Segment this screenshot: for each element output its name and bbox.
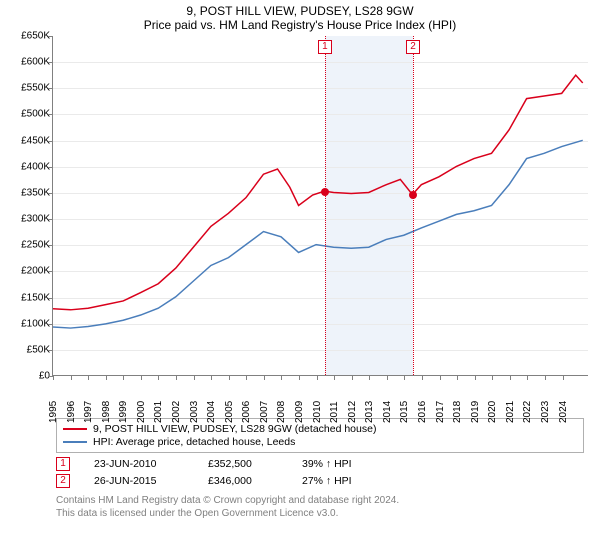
transaction-row-2: 2 26-JUN-2015 £346,000 27% ↑ HPI bbox=[56, 474, 584, 488]
x-tick-label: 2023 bbox=[540, 401, 551, 423]
chart-subtitle: Price paid vs. HM Land Registry's House … bbox=[8, 18, 592, 32]
y-tick-label: £500K bbox=[21, 109, 50, 120]
legend-box: 9, POST HILL VIEW, PUDSEY, LS28 9GW (det… bbox=[56, 418, 584, 453]
transaction-date-2: 26-JUN-2015 bbox=[94, 475, 184, 487]
x-tick-label: 2013 bbox=[364, 401, 375, 423]
transaction-flag: 2 bbox=[406, 40, 420, 54]
x-tick-label: 2010 bbox=[312, 401, 323, 423]
x-tick-label: 1996 bbox=[66, 401, 77, 423]
y-tick-label: £50K bbox=[27, 344, 50, 355]
x-tick-label: 2022 bbox=[522, 401, 533, 423]
transaction-delta-2: 27% ↑ HPI bbox=[302, 475, 352, 487]
y-tick-label: £650K bbox=[21, 31, 50, 42]
x-tick-label: 2014 bbox=[382, 401, 393, 423]
x-tick-label: 2002 bbox=[171, 401, 182, 423]
x-tick-label: 2011 bbox=[329, 401, 340, 423]
y-tick-label: £400K bbox=[21, 161, 50, 172]
y-tick-label: £250K bbox=[21, 240, 50, 251]
x-tick-label: 2001 bbox=[153, 401, 164, 423]
x-tick-label: 2007 bbox=[259, 401, 270, 423]
x-tick-label: 2000 bbox=[136, 401, 147, 423]
transaction-date-1: 23-JUN-2010 bbox=[94, 458, 184, 470]
y-axis: £0£50K£100K£150K£200K£250K£300K£350K£400… bbox=[8, 36, 52, 376]
x-tick-label: 2012 bbox=[347, 401, 358, 423]
x-tick-label: 2015 bbox=[399, 401, 410, 423]
transaction-flag-line bbox=[325, 36, 326, 375]
y-tick-label: £450K bbox=[21, 135, 50, 146]
transaction-marker bbox=[409, 191, 417, 199]
transaction-row-1: 1 23-JUN-2010 £352,500 39% ↑ HPI bbox=[56, 457, 584, 471]
legend-item-hpi: HPI: Average price, detached house, Leed… bbox=[63, 436, 577, 448]
chart-lines-svg bbox=[53, 36, 588, 375]
x-tick-label: 2005 bbox=[224, 401, 235, 423]
transaction-marker bbox=[321, 188, 329, 196]
plot-area: £0£50K£100K£150K£200K£250K£300K£350K£400… bbox=[8, 36, 592, 416]
x-tick-label: 2008 bbox=[276, 401, 287, 423]
legend-swatch-hpi bbox=[63, 441, 87, 443]
x-tick-label: 2017 bbox=[435, 401, 446, 423]
x-tick-label: 2020 bbox=[487, 401, 498, 423]
y-tick-label: £100K bbox=[21, 318, 50, 329]
footer-line-1: Contains HM Land Registry data © Crown c… bbox=[56, 494, 584, 507]
legend-item-property: 9, POST HILL VIEW, PUDSEY, LS28 9GW (det… bbox=[63, 423, 577, 435]
y-tick-label: £150K bbox=[21, 292, 50, 303]
x-tick-label: 2004 bbox=[206, 401, 217, 423]
x-tick-label: 1999 bbox=[118, 401, 129, 423]
series-line-hpi bbox=[53, 140, 583, 328]
x-tick-label: 1997 bbox=[83, 401, 94, 423]
x-tick-label: 1995 bbox=[48, 401, 59, 423]
x-tick-label: 2016 bbox=[417, 401, 428, 423]
transaction-flag-2: 2 bbox=[56, 474, 70, 488]
x-axis: 1995199619971998199920002001200220032004… bbox=[52, 376, 588, 416]
y-tick-label: £550K bbox=[21, 83, 50, 94]
chart-container: 9, POST HILL VIEW, PUDSEY, LS28 9GW Pric… bbox=[0, 0, 600, 524]
y-tick-label: £350K bbox=[21, 187, 50, 198]
transaction-delta-1: 39% ↑ HPI bbox=[302, 458, 352, 470]
x-tick-label: 2024 bbox=[558, 401, 569, 423]
x-tick-label: 2009 bbox=[294, 401, 305, 423]
x-tick-label: 2019 bbox=[470, 401, 481, 423]
y-tick-label: £200K bbox=[21, 266, 50, 277]
x-tick-label: 1998 bbox=[101, 401, 112, 423]
legend-swatch-property bbox=[63, 428, 87, 430]
x-tick-label: 2018 bbox=[452, 401, 463, 423]
y-tick-label: £600K bbox=[21, 57, 50, 68]
plot-region: 12 bbox=[52, 36, 588, 376]
transaction-flag: 1 bbox=[318, 40, 332, 54]
footer: Contains HM Land Registry data © Crown c… bbox=[56, 494, 584, 520]
transaction-price-1: £352,500 bbox=[208, 458, 278, 470]
x-tick-label: 2003 bbox=[189, 401, 200, 423]
legend-label-hpi: HPI: Average price, detached house, Leed… bbox=[93, 436, 295, 448]
x-tick-label: 2021 bbox=[505, 401, 516, 423]
transaction-flag-1: 1 bbox=[56, 457, 70, 471]
legend-label-property: 9, POST HILL VIEW, PUDSEY, LS28 9GW (det… bbox=[93, 423, 376, 435]
footer-line-2: This data is licensed under the Open Gov… bbox=[56, 507, 584, 520]
chart-title: 9, POST HILL VIEW, PUDSEY, LS28 9GW bbox=[8, 4, 592, 18]
transaction-flag-line bbox=[413, 36, 414, 375]
y-tick-label: £300K bbox=[21, 214, 50, 225]
x-tick-label: 2006 bbox=[241, 401, 252, 423]
transaction-price-2: £346,000 bbox=[208, 475, 278, 487]
